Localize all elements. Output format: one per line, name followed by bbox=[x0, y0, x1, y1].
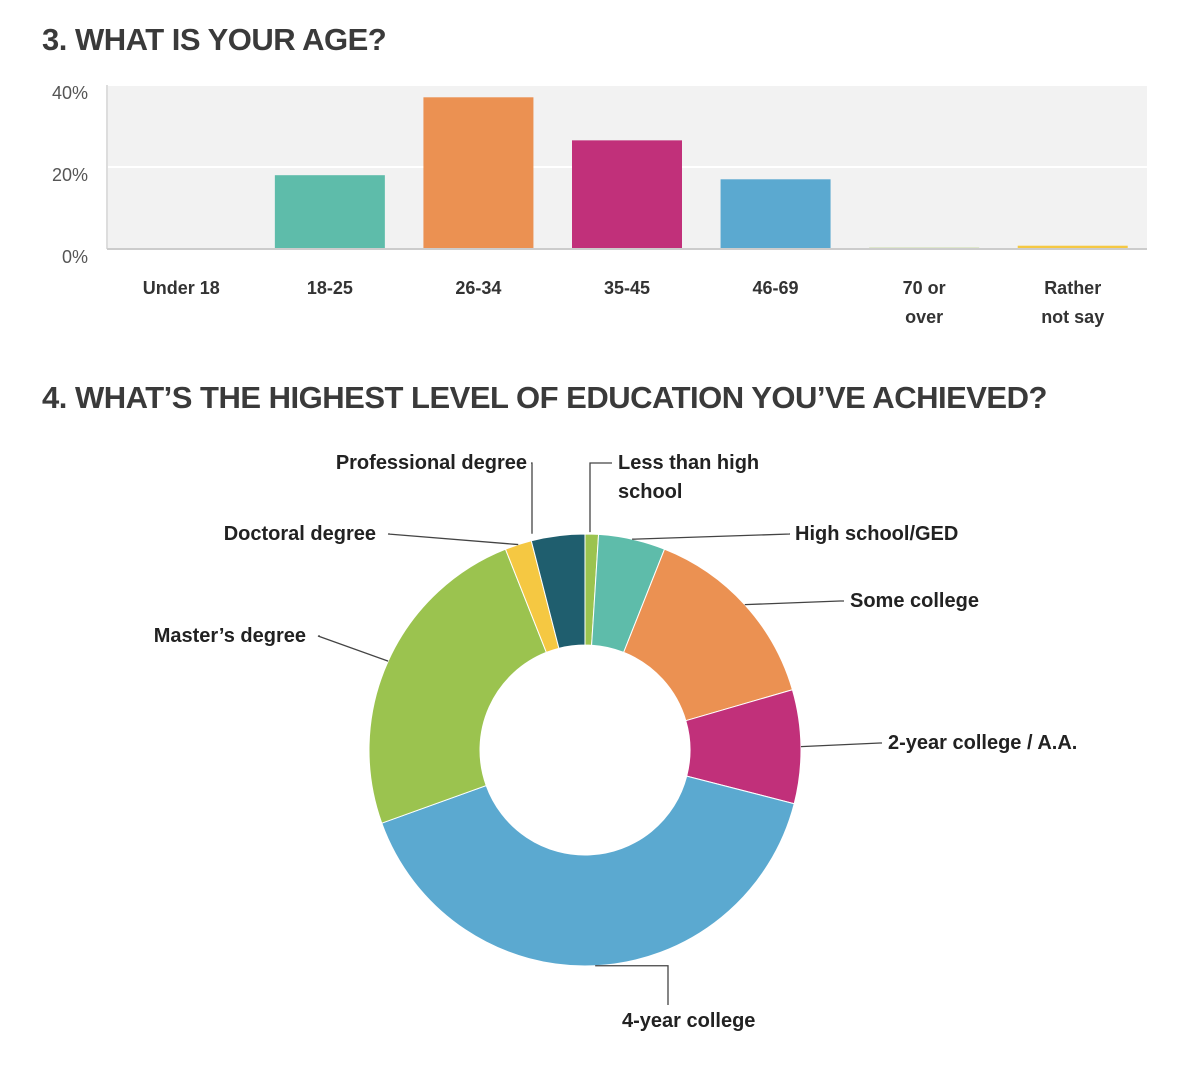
bar bbox=[1017, 245, 1128, 249]
leader-line bbox=[632, 533, 791, 540]
y-tick-label: 40% bbox=[51, 83, 88, 103]
leader-line bbox=[744, 600, 844, 606]
y-tick-label: 0% bbox=[61, 247, 88, 267]
slice-label: Some college bbox=[850, 590, 979, 612]
x-tick-label: 46-69 bbox=[752, 278, 799, 298]
slice-label: Master’s degree bbox=[153, 625, 306, 647]
y-tick-label: 20% bbox=[51, 165, 88, 185]
slice-label: 4-year college bbox=[622, 1010, 756, 1032]
bar bbox=[720, 179, 831, 249]
x-tick-label: 35-45 bbox=[603, 278, 651, 298]
leader-line bbox=[317, 635, 389, 662]
donut-slice bbox=[530, 533, 586, 649]
x-tick-label: Rather not say bbox=[1041, 278, 1105, 327]
slice-label: Doctoral degree bbox=[223, 523, 376, 545]
x-tick-label: 18-25 bbox=[306, 278, 353, 298]
bar bbox=[274, 175, 385, 249]
leader-line bbox=[531, 462, 533, 534]
slice-label: Less than high school bbox=[618, 452, 760, 503]
chart-title: 3. WHAT IS YOUR AGE? bbox=[42, 22, 387, 57]
donut-slice bbox=[381, 775, 795, 967]
x-tick-label: 26-34 bbox=[455, 278, 502, 298]
chart-title: 4. WHAT’S THE HIGHEST LEVEL OF EDUCATION… bbox=[42, 380, 1047, 415]
x-tick-label: Under 18 bbox=[142, 278, 220, 298]
slice-label: High school/GED bbox=[795, 523, 959, 545]
x-tick-label: 70 or over bbox=[902, 278, 946, 327]
leader-line bbox=[387, 533, 519, 546]
bar bbox=[572, 140, 682, 249]
slice-label: 2-year college / A.A. bbox=[888, 732, 1078, 754]
leader-line bbox=[595, 965, 669, 1005]
donut-slice bbox=[368, 548, 547, 824]
leader-line bbox=[800, 742, 882, 748]
leader-line bbox=[589, 462, 612, 533]
slice-label: Professional degree bbox=[335, 452, 527, 474]
bar bbox=[423, 97, 534, 249]
donut-slice bbox=[623, 548, 794, 722]
